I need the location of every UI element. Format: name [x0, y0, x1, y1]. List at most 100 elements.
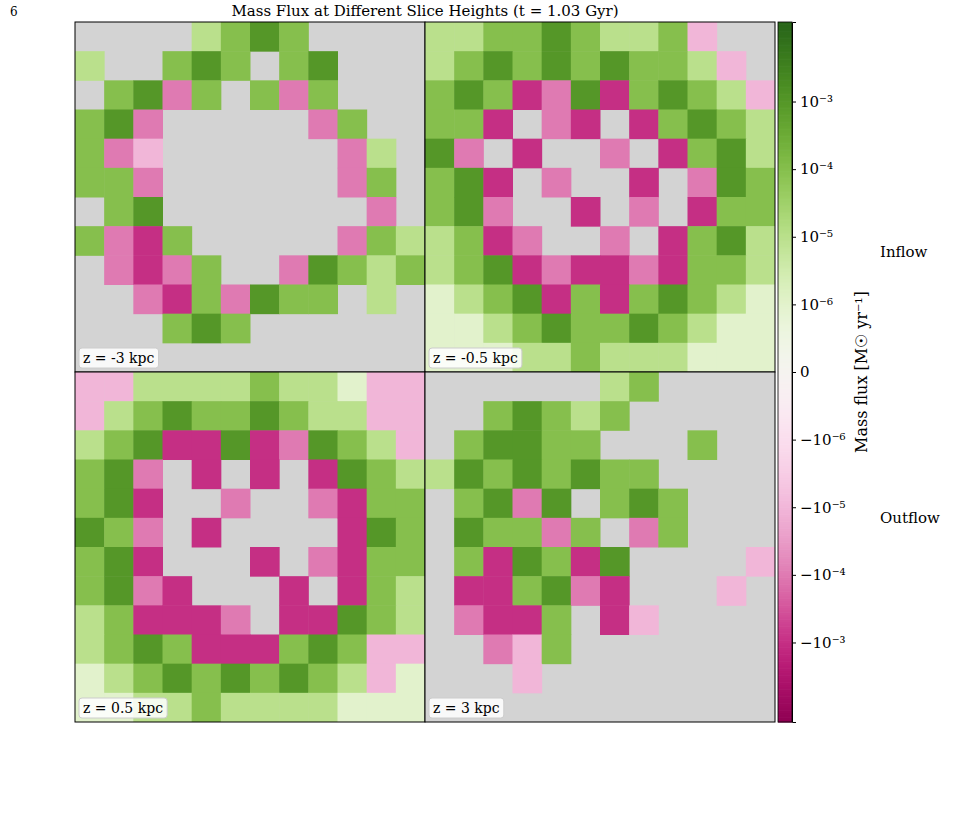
tick-mark	[792, 440, 796, 441]
cell	[454, 605, 484, 635]
cell	[192, 605, 222, 635]
panel-frame	[75, 372, 425, 722]
cell	[425, 226, 455, 256]
tick-label: 10⁻⁵	[800, 228, 833, 246]
tick-mark	[792, 642, 796, 643]
cell	[338, 139, 368, 169]
cell	[104, 605, 134, 635]
cell	[367, 285, 397, 315]
cell	[221, 285, 251, 315]
cell	[338, 110, 368, 140]
cell	[75, 489, 105, 519]
cell	[367, 139, 397, 169]
cell	[75, 430, 105, 460]
cell	[717, 139, 747, 169]
tick-mark	[792, 507, 796, 508]
cell	[688, 343, 718, 372]
cell	[542, 635, 572, 665]
cell	[396, 635, 425, 665]
cell	[513, 226, 543, 256]
cell	[221, 693, 251, 722]
cell	[658, 314, 688, 344]
cell	[717, 110, 747, 140]
cell	[133, 401, 163, 431]
cell	[454, 518, 484, 548]
tick: −10⁻⁵	[792, 499, 846, 517]
cell	[425, 110, 455, 140]
cell	[163, 605, 193, 635]
cell	[542, 430, 572, 460]
tick-mark	[792, 304, 796, 305]
cell	[338, 518, 368, 548]
cell	[308, 693, 338, 722]
cell	[338, 401, 368, 431]
tick-label: −10⁻⁵	[800, 499, 846, 517]
cell	[75, 576, 105, 606]
panel-label-box	[429, 348, 522, 368]
cell	[396, 460, 425, 490]
cell	[513, 255, 543, 285]
cell	[221, 635, 251, 665]
cell	[571, 576, 601, 606]
cell	[367, 168, 397, 198]
cell	[104, 460, 134, 490]
cell	[688, 139, 718, 169]
cell	[542, 605, 572, 635]
cell	[133, 197, 163, 227]
cell	[338, 693, 368, 722]
cell	[308, 255, 338, 285]
cell	[454, 576, 484, 606]
cell	[483, 635, 513, 665]
cell	[542, 343, 572, 372]
cell	[133, 518, 163, 548]
cell	[600, 605, 630, 635]
cell	[104, 139, 134, 169]
cell	[542, 314, 572, 344]
cell	[425, 285, 455, 315]
cell	[163, 255, 193, 285]
cell	[600, 226, 630, 256]
cell	[454, 51, 484, 81]
cell	[542, 576, 572, 606]
cell	[746, 255, 775, 285]
cell	[542, 489, 572, 519]
cell	[308, 51, 338, 81]
cell	[192, 372, 222, 402]
cell	[454, 110, 484, 140]
cell	[75, 664, 105, 694]
cell	[483, 314, 513, 344]
panel-label-box	[79, 348, 159, 368]
cell	[688, 430, 718, 460]
cell	[483, 197, 513, 227]
cell	[104, 576, 134, 606]
cell	[746, 139, 775, 169]
cell	[600, 80, 630, 110]
panel-frame	[425, 22, 775, 372]
cell	[571, 460, 601, 490]
cell	[279, 401, 309, 431]
cell	[221, 489, 251, 519]
cell	[454, 430, 484, 460]
cell	[571, 547, 601, 577]
panel-background	[75, 372, 425, 722]
cell	[75, 51, 105, 81]
cell	[279, 22, 309, 52]
cell	[542, 110, 572, 140]
cell	[454, 255, 484, 285]
cell	[221, 401, 251, 431]
cell	[425, 197, 455, 227]
cell	[688, 226, 718, 256]
cell	[250, 80, 280, 110]
cell	[308, 605, 338, 635]
cell	[658, 489, 688, 519]
cell	[250, 430, 280, 460]
cell	[513, 635, 543, 665]
cell	[658, 343, 688, 372]
cell	[104, 197, 134, 227]
cell	[571, 110, 601, 140]
cell	[483, 168, 513, 198]
annotation: Outflow	[880, 509, 940, 527]
cell	[658, 518, 688, 548]
cell	[221, 430, 251, 460]
cell	[338, 168, 368, 198]
